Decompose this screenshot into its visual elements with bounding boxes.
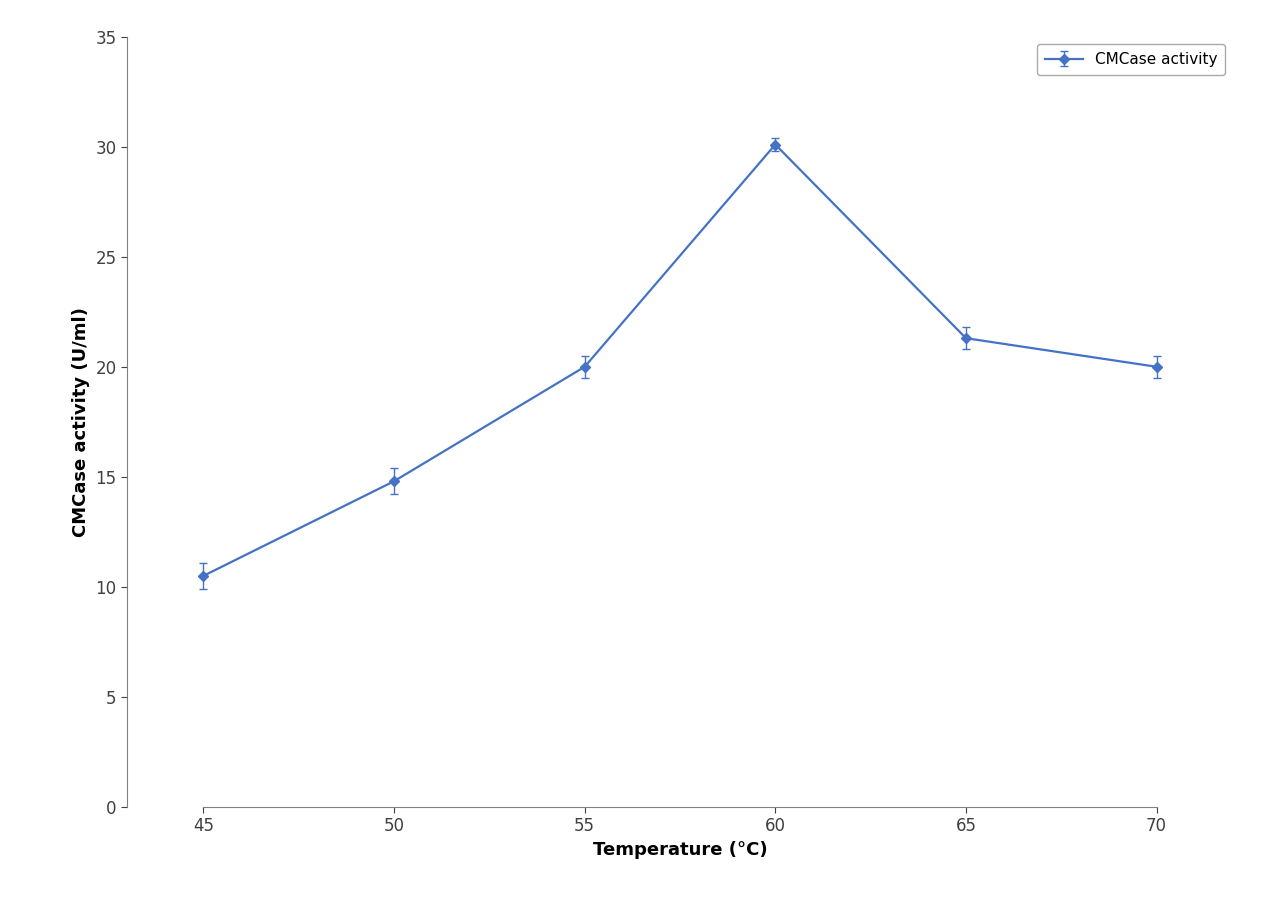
Legend: CMCase activity: CMCase activity	[1037, 44, 1225, 74]
Y-axis label: CMCase activity (U/ml): CMCase activity (U/ml)	[72, 307, 90, 536]
X-axis label: Temperature (°C): Temperature (°C)	[592, 841, 768, 859]
